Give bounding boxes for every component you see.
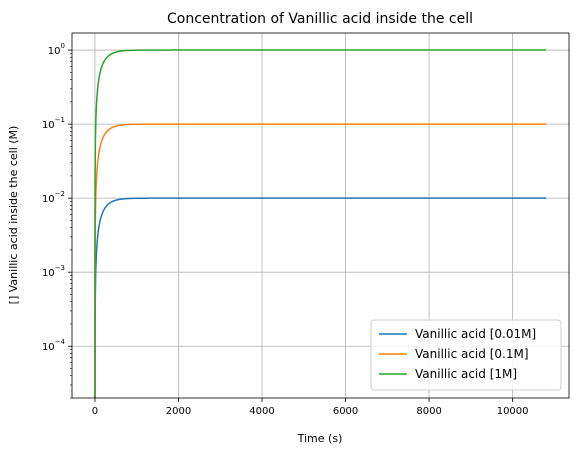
x-axis: 0 2000 4000 6000 8000 10000	[92, 398, 529, 417]
series-line	[94, 197, 547, 398]
chart-title: Concentration of Vanillic acid inside th…	[167, 11, 473, 27]
series-line	[94, 123, 547, 398]
series-line	[94, 49, 547, 398]
x-tick-label: 8000	[416, 406, 441, 417]
y-tick-label: 100	[48, 42, 65, 57]
y-tick-label: 10−4	[42, 338, 66, 353]
plot-frame	[71, 32, 570, 399]
plot-area	[94, 49, 547, 398]
x-axis-title: Time (s)	[297, 432, 343, 445]
y-tick-label: 10−2	[42, 190, 65, 205]
legend-label: Vanillic acid [0.01M]	[415, 327, 536, 341]
x-tick-label: 6000	[333, 406, 358, 417]
y-tick-label: 10−1	[42, 116, 65, 131]
x-tick-label: 10000	[497, 406, 529, 417]
legend-label: Vanillic acid [1M]	[415, 367, 517, 381]
legend-box	[370, 319, 562, 391]
x-tick-label: 2000	[166, 406, 191, 417]
y-axis: 10−4 10−3 10−2 10−1 100	[42, 42, 72, 399]
legend-label: Vanillic acid [0.1M]	[415, 347, 529, 361]
y-axis-title: [] Vanillic acid inside the cell (M)	[7, 126, 20, 305]
y-tick-label: 10−3	[42, 264, 65, 279]
x-tick-label: 0	[92, 406, 98, 417]
x-tick-label: 4000	[249, 406, 274, 417]
legend: Vanillic acid [0.01M] Vanillic acid [0.1M…	[370, 319, 562, 391]
